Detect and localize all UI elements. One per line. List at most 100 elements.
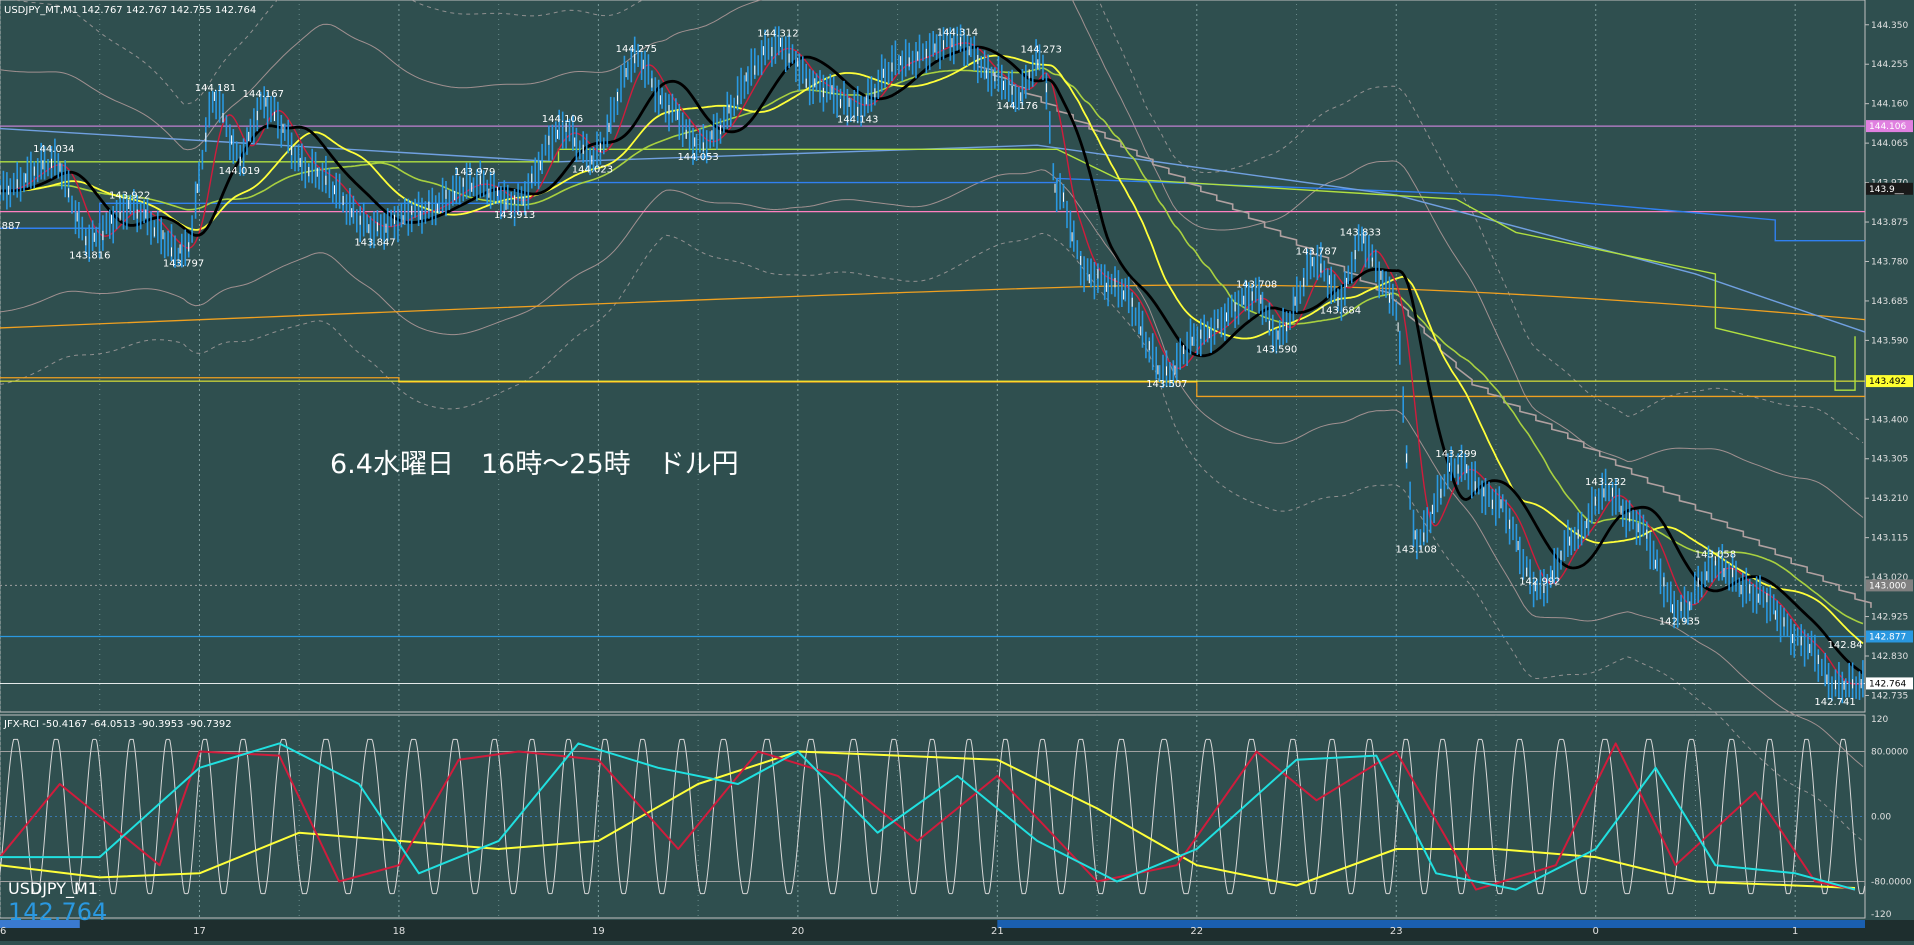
price-annotation: 143.708 xyxy=(1236,279,1277,290)
bollinger-lower-outer xyxy=(0,232,1864,842)
price-tag-label: 143.492 xyxy=(1869,377,1906,387)
y-tick-label: 144.350 xyxy=(1871,21,1908,31)
price-annotation: 143.797 xyxy=(163,258,204,269)
rci-fast-white xyxy=(0,738,1866,895)
y-tick-label: 144.065 xyxy=(1871,139,1908,149)
chart-title: 6.4水曜日 16時～25時 ドル円 xyxy=(330,449,739,480)
price-annotation: 143.816 xyxy=(69,251,110,262)
x-tick-label: 18 xyxy=(393,926,406,937)
price-annotation: 144.167 xyxy=(243,89,284,100)
rci-y-tick-label: -120 xyxy=(1871,910,1892,920)
price-tag-label: 144.106 xyxy=(1869,122,1906,132)
price-annotation: 144.181 xyxy=(195,83,236,94)
last-price-label: 142.764 xyxy=(8,898,107,926)
rci-y-tick-label: 80.0000 xyxy=(1871,748,1908,758)
price-annotation: 144.275 xyxy=(616,44,657,55)
price-tag xyxy=(1866,375,1913,388)
price-annotation: 143.887 xyxy=(0,221,21,232)
price-annotation: 144.053 xyxy=(677,152,718,163)
rci-info-header: JFX-RCI -50.4167 -64.0513 -90.3953 -90.7… xyxy=(3,719,232,730)
x-tick-label: 16 xyxy=(0,926,6,937)
y-tick-label: 144.255 xyxy=(1871,60,1908,70)
price-annotation: 144.143 xyxy=(837,115,878,126)
y-tick-label: 143.210 xyxy=(1871,494,1908,504)
price-annotation: 143.507 xyxy=(1146,379,1187,390)
price-annotation: 144.023 xyxy=(572,165,613,176)
bollinger-lower xyxy=(0,169,1864,767)
symbol-label: USDJPY_M1 xyxy=(8,879,98,899)
price-annotation: 144.314 xyxy=(937,28,978,39)
price-tag xyxy=(1866,120,1913,133)
y-tick-label: 143.875 xyxy=(1871,218,1908,228)
session-highlight xyxy=(997,920,1865,928)
price-annotation: 143.684 xyxy=(1320,305,1361,316)
orange-long-ma xyxy=(0,284,1866,329)
price-annotation: 143.922 xyxy=(109,191,150,202)
rci-series-3 xyxy=(0,742,1856,891)
price-annotation: 143.847 xyxy=(354,238,395,249)
y-tick-label: 143.020 xyxy=(1871,573,1908,583)
y-tick-label: 142.830 xyxy=(1871,652,1908,662)
price-annotation: 142.935 xyxy=(1659,616,1700,627)
x-tick-label: 1 xyxy=(1792,926,1798,937)
rci-panel-frame xyxy=(0,714,1866,919)
x-tick-label: 20 xyxy=(791,926,804,937)
y-tick-label: 143.590 xyxy=(1871,336,1908,346)
price-tag xyxy=(1866,579,1913,592)
price-annotation: 143.979 xyxy=(454,167,495,178)
rci-y-tick-label: 120 xyxy=(1871,715,1888,725)
price-annotation: 143.833 xyxy=(1340,227,1381,238)
price-tag-label: 142.877 xyxy=(1869,632,1906,642)
x-tick-label: 22 xyxy=(1190,926,1203,937)
y-tick-label: 143.115 xyxy=(1871,534,1908,544)
price-annotation: 143.232 xyxy=(1585,477,1626,488)
y-tick-label: 143.685 xyxy=(1871,297,1908,307)
price-annotation: 143.299 xyxy=(1435,449,1476,460)
price-annotation: 144.176 xyxy=(997,101,1038,112)
price-annotation: 143.787 xyxy=(1296,247,1337,258)
x-tick-label: 19 xyxy=(592,926,605,937)
price-annotation: 144.019 xyxy=(219,166,260,177)
price-annotation: 144.273 xyxy=(1021,45,1062,56)
ma-black xyxy=(0,45,1864,675)
x-tick-label: 17 xyxy=(193,926,206,937)
price-annotation: 142.992 xyxy=(1519,577,1560,588)
price-annotation: 142.741 xyxy=(1814,697,1855,708)
y-tick-label: 143.400 xyxy=(1871,415,1908,425)
y-tick-label: 142.925 xyxy=(1871,613,1908,623)
x-tick-label: 0 xyxy=(1593,926,1599,937)
orange-step-level xyxy=(0,377,1865,398)
bollinger-upper xyxy=(0,0,1864,518)
y-tick-label: 143.780 xyxy=(1871,257,1908,267)
price-candle-bodies xyxy=(0,37,1862,690)
x-tick-label: 23 xyxy=(1390,926,1403,937)
price-annotation: 143.913 xyxy=(494,210,535,221)
price-tag xyxy=(1866,677,1913,690)
price-tag-label: 143.000 xyxy=(1869,581,1906,591)
price-tag xyxy=(1866,182,1913,195)
y-tick-label: 143.305 xyxy=(1871,455,1908,465)
price-tag-label: 142.764 xyxy=(1869,679,1906,689)
rci-y-tick-label: -80.0000 xyxy=(1871,877,1912,887)
price-annotation: 143.108 xyxy=(1396,545,1437,556)
trailing-stair-line xyxy=(977,65,1872,608)
rci-series-2 xyxy=(0,742,1856,891)
price-tag-label: 143.9__ xyxy=(1869,185,1904,195)
price-annotation: 142.84 xyxy=(1828,640,1863,651)
price-panel-frame xyxy=(0,0,1866,713)
price-annotation: 144.106 xyxy=(542,114,583,125)
price-annotation: 144.312 xyxy=(757,29,798,40)
ma-red xyxy=(0,42,1864,685)
y-tick-label: 142.735 xyxy=(1871,691,1908,701)
blue-trend-line xyxy=(0,127,1866,333)
session-highlight-start xyxy=(0,920,80,928)
price-tag xyxy=(1866,630,1913,643)
rci-y-tick-label: 0.00 xyxy=(1871,813,1891,823)
ma-green xyxy=(0,67,1864,625)
price-info-header: USDJPY_MT,M1 142.767 142.767 142.755 142… xyxy=(4,5,256,16)
price-annotation: 143.058 xyxy=(1695,549,1736,560)
price-annotation: 144.034 xyxy=(33,144,74,155)
